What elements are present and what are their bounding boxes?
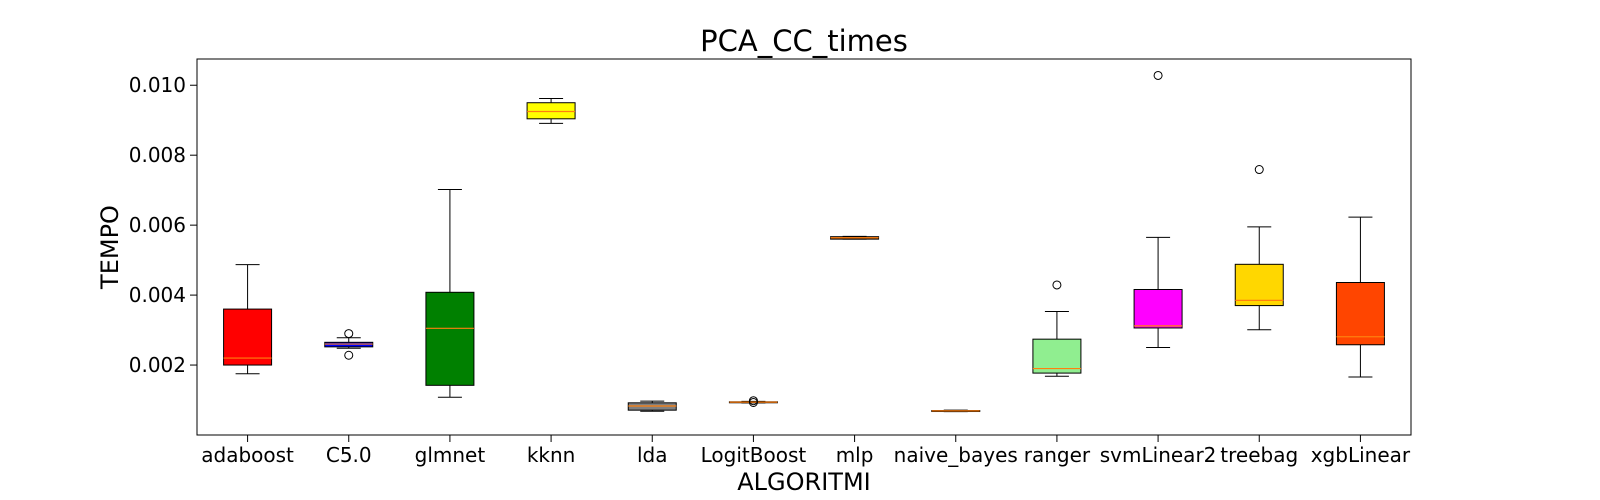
x-tick-label: xgbLinear (1311, 443, 1411, 467)
chart-title: PCA_CC_times (700, 24, 908, 58)
y-axis-label: TEMPO (96, 205, 124, 290)
x-tick-label: mlp (836, 443, 874, 467)
x-tick-label: treebag (1220, 443, 1298, 467)
y-tick-label: 0.002 (129, 353, 186, 377)
x-tick-label: kknn (527, 443, 576, 467)
box-svmLinear2 (1133, 288, 1183, 329)
plot-frame (196, 58, 1412, 436)
box-xgbLinear (1335, 282, 1385, 346)
outlier-point (344, 350, 354, 360)
box-glmnet (425, 291, 475, 386)
x-tick-label: ranger (1024, 443, 1091, 467)
y-tick-label: 0.004 (129, 283, 186, 307)
outlier-point (344, 329, 354, 339)
x-tick-label: LogitBoost (701, 443, 807, 467)
outlier-point (1254, 165, 1264, 175)
outlier-point (1052, 280, 1062, 290)
x-tick-label: naive_bayes (894, 443, 1018, 467)
y-tick-label: 0.008 (129, 143, 186, 167)
x-tick-label: glmnet (415, 443, 486, 467)
x-tick-label: adaboost (201, 443, 294, 467)
x-tick-label: lda (637, 443, 668, 467)
box-treebag (1234, 263, 1284, 307)
y-tick-label: 0.010 (129, 73, 186, 97)
x-axis-label: ALGORITMI (737, 468, 870, 496)
y-tick-label: 0.006 (129, 213, 186, 237)
box-kknn (526, 102, 576, 120)
x-tick-label: C5.0 (326, 443, 372, 467)
box-adaboost (223, 308, 273, 366)
x-tick-label: svmLinear2 (1100, 443, 1217, 467)
plot-area: 0.002 0.004 0.006 0.008 0.010 adaboost C5.0 glm… (129, 70, 1411, 467)
outlier-point (1153, 70, 1163, 80)
box-ranger (1032, 338, 1082, 374)
outlier-point (748, 397, 758, 407)
